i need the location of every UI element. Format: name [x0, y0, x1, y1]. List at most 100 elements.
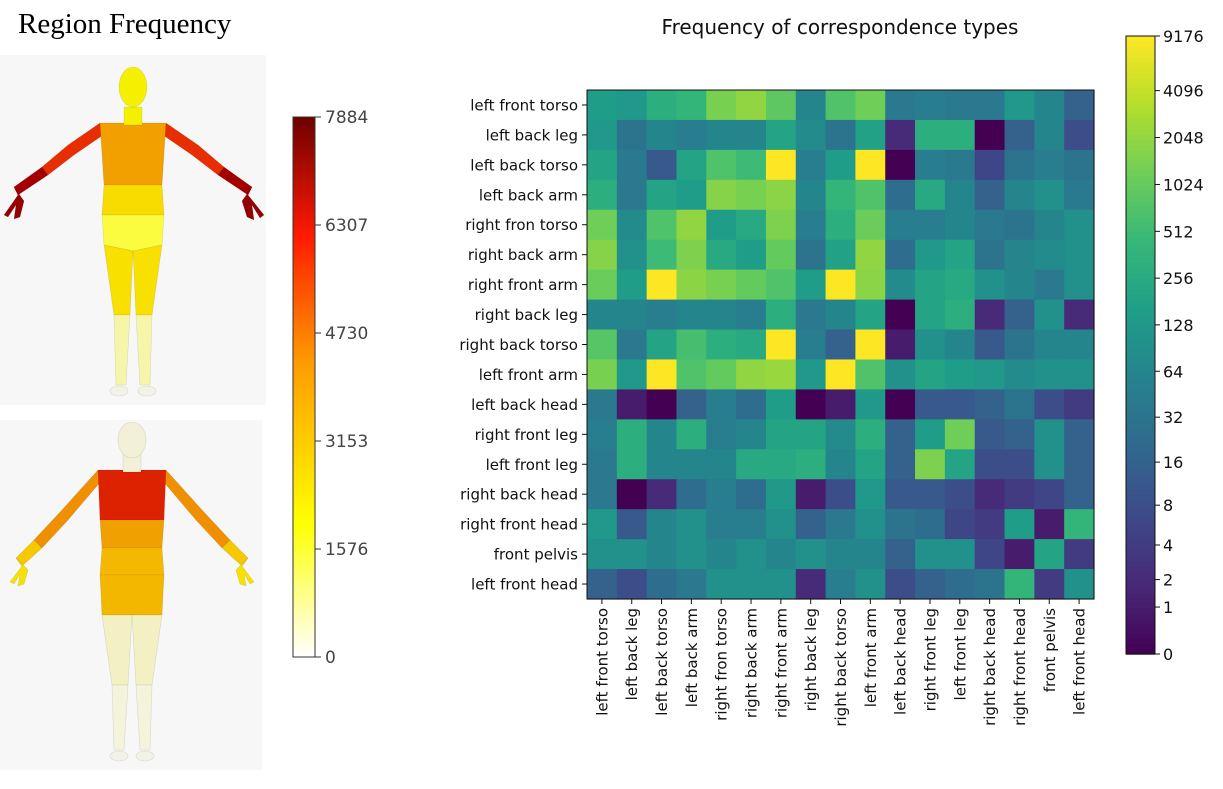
colorbar-segment	[1126, 365, 1155, 372]
colorbar-segment	[1126, 185, 1155, 192]
region-colorbar-tick-label: 7884	[325, 108, 368, 128]
colorbar-segment	[1126, 303, 1155, 310]
colorbar-segment	[1126, 144, 1155, 150]
heatmap-cell	[765, 419, 797, 450]
heatmap-cell	[885, 329, 916, 361]
heatmap-cell	[974, 419, 1006, 450]
heatmap-cell	[974, 569, 1006, 600]
right-shin	[135, 684, 153, 751]
colorbar-segment	[1126, 484, 1155, 490]
heatmap-cell	[944, 539, 976, 570]
heatmap-cell	[616, 329, 648, 361]
heatmap-cell	[706, 299, 737, 331]
heatmap-cell	[1004, 539, 1035, 570]
heatmap-cell	[855, 119, 886, 151]
colorbar-segment	[1126, 252, 1155, 259]
heatmap-cell	[587, 239, 618, 271]
heatmap-cell	[885, 539, 916, 570]
heatmap-cell	[1034, 149, 1065, 181]
heatmap-cell	[944, 569, 976, 600]
heatmap-cell	[736, 90, 767, 121]
colorbar-segment	[1126, 41, 1155, 47]
heatmap-cell	[1064, 329, 1095, 361]
right-hand	[235, 557, 255, 587]
colorbar-segment	[1126, 97, 1155, 104]
heatmap-cell	[587, 299, 618, 331]
colorbar-segment	[1126, 61, 1155, 68]
heatmap-cell	[795, 239, 827, 271]
heatmap-cell	[855, 509, 886, 540]
heatmap-cell	[736, 119, 767, 151]
heatmap-cell	[885, 509, 916, 540]
heatmap-cell	[944, 329, 976, 361]
heatmap-cell	[974, 269, 1006, 301]
heatmap-cell	[855, 329, 886, 361]
heatmap-cell	[915, 269, 946, 301]
heatmap-cell	[974, 329, 1006, 361]
heatmap-cell	[616, 389, 648, 420]
heatmap-cell	[616, 479, 648, 510]
row-label: left back torso	[470, 156, 578, 174]
colorbar-segment	[1126, 190, 1155, 197]
heatmap-cell	[1034, 299, 1065, 331]
colorbar-segment	[1126, 339, 1155, 346]
heatmap-cell	[1064, 509, 1095, 540]
right-foot	[137, 385, 157, 397]
row-label: left front torso	[470, 96, 578, 114]
colorbar-segment	[1126, 345, 1155, 351]
colorbar-segment	[1126, 77, 1155, 84]
colorbar-tick-label: 2048	[1163, 129, 1204, 148]
heatmap-cell	[855, 479, 886, 510]
heatmap-cell	[676, 269, 707, 301]
colorbar-tick-label: 4	[1163, 536, 1173, 555]
heatmap-cell	[676, 389, 707, 420]
colorbar-segment	[1126, 514, 1155, 521]
heatmap-cell	[1004, 359, 1035, 391]
colorbar-segment	[1126, 200, 1155, 207]
colorbar-segment	[1126, 587, 1155, 593]
heatmap-cell	[885, 119, 916, 151]
heatmap-cell	[885, 299, 916, 331]
heatmap-cell	[616, 449, 648, 480]
row-label: right front leg	[475, 426, 578, 444]
heatmap-cell	[885, 209, 916, 241]
colorbar-segment	[1126, 36, 1155, 42]
heatmap-cell	[616, 299, 648, 331]
heatmap-cell	[1064, 569, 1095, 600]
heatmap-cell	[1064, 239, 1095, 271]
colorbar-segment	[1126, 118, 1155, 125]
colorbar-tick-label: 512	[1163, 222, 1194, 241]
heatmap-cell	[915, 359, 946, 391]
region-colorbar-tick-label: 0	[325, 648, 336, 668]
heatmap-cell	[736, 149, 767, 181]
heatmap-cell	[676, 119, 707, 151]
colorbar-segment	[1126, 427, 1155, 434]
heatmap-cell	[885, 389, 916, 420]
heatmap-cell	[855, 90, 886, 121]
heatmap-cell	[825, 389, 857, 420]
colorbar-tick-label: 1	[1163, 598, 1173, 617]
heatmap-cell	[915, 209, 946, 241]
heatmap-cell	[587, 90, 618, 121]
colorbar-segment	[1126, 247, 1155, 253]
heatmap-cell	[587, 329, 618, 361]
colorbar-segment	[1126, 267, 1155, 274]
heatmap-cell	[974, 90, 1006, 121]
heatmap-cell	[1064, 479, 1095, 510]
heatmap-cell	[1034, 209, 1065, 241]
heatmap-cell	[706, 149, 737, 181]
heatmap-cell	[974, 179, 1006, 211]
row-label: left back head	[471, 396, 578, 414]
heatmap-cell	[646, 479, 678, 510]
heatmap-cell	[855, 419, 886, 450]
heatmap-cell	[1004, 149, 1035, 181]
col-label: left back leg	[623, 608, 641, 700]
heatmap-cell	[616, 179, 648, 211]
colorbar-segment	[1126, 319, 1155, 326]
heatmap-cell	[855, 389, 886, 420]
heatmap-cell	[944, 359, 976, 391]
colorbar-segment	[1126, 216, 1155, 223]
heatmap-cell	[616, 119, 648, 151]
col-label: left back head	[892, 608, 910, 715]
